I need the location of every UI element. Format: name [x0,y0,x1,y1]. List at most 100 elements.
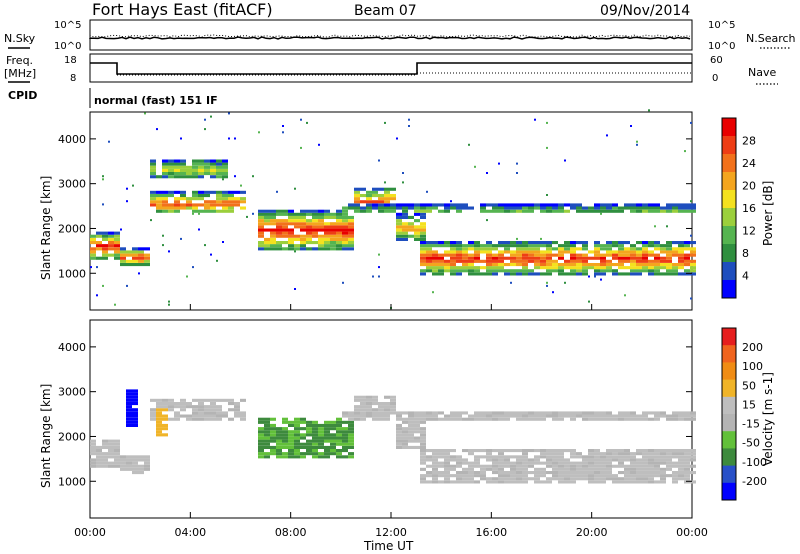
velocity-cell [426,449,432,453]
power-cell [558,256,564,260]
velocity-cell [618,458,624,462]
power-cell [672,241,678,245]
colorbar-swatch [722,136,736,155]
velocity-cell [582,474,588,478]
y-tick-label: 4000 [58,133,86,146]
power-cell [324,228,330,232]
power-cell [636,241,642,245]
velocity-cell [504,474,510,478]
velocity-cell [120,461,126,465]
velocity-cell [258,439,264,443]
velocity-cell [546,477,552,481]
power-cell [642,247,648,251]
velocity-cell [690,471,696,475]
power-cell [492,209,498,213]
power-cell [462,206,468,210]
velocity-cell [210,414,216,418]
velocity-cell [600,414,606,418]
power-cell [102,244,108,248]
colorbar-swatch [722,345,736,363]
velocity-cell [90,464,96,468]
power-cell [420,234,426,238]
power-cell [312,225,318,229]
power-cell [402,181,404,184]
power-cell [534,259,540,263]
power-cell [144,247,150,251]
velocity-cell [216,405,222,409]
velocity-cell [552,411,558,415]
velocity-cell [288,430,294,434]
power-cell [534,241,540,245]
velocity-cell [306,452,312,456]
velocity-cell [366,395,372,399]
velocity-cell [546,464,552,468]
power-cell [408,225,414,229]
velocity-cell [360,414,366,418]
velocity-cell [516,455,522,459]
beam-title: Beam 07 [354,3,417,19]
power-cell [450,266,456,270]
velocity-cell [510,414,516,418]
power-cell [408,228,414,232]
velocity-cell [660,458,666,462]
velocity-cell [498,477,504,481]
velocity-cell [162,414,168,418]
colorbar-swatch [722,448,736,467]
power-cell [276,231,282,235]
velocity-cell [462,477,468,481]
power-cell [426,263,432,267]
power-cell [690,203,696,207]
power-cell [498,241,504,245]
colorbar-frame [721,117,737,299]
power-cell [636,266,642,270]
power-cell [156,203,162,207]
velocity-cell [492,449,498,453]
velocity-cell [612,452,618,456]
power-cell [660,250,666,254]
velocity-cell [174,411,180,415]
power-cell [618,256,624,260]
power-cell [624,294,626,297]
velocity-cell [564,474,570,478]
power-cell [492,206,498,210]
velocity-cell [516,414,522,418]
power-cell [342,206,348,210]
power-cell [330,237,336,241]
power-cell [666,241,672,245]
velocity-cell [264,427,270,431]
power-cell [150,194,156,198]
velocity-cell [192,411,198,415]
power-cell [186,197,192,201]
power-cell [420,237,426,241]
velocity-cell [396,417,402,421]
nsearch-tick-bottom: 10^0 [708,41,735,52]
velocity-cell [456,414,462,418]
power-cell [258,215,264,219]
velocity-cell [264,417,270,421]
power-cell [576,266,582,270]
power-cell [552,269,558,273]
velocity-cell [360,402,366,406]
velocity-cell [594,471,600,475]
power-ylabel: Slant Range [km] [39,176,53,280]
power-cell [228,209,234,213]
power-cell [618,272,624,276]
power-cell [678,259,684,263]
velocity-cell [234,408,240,412]
power-cell [210,159,216,163]
velocity-cell [684,477,690,481]
velocity-cell [486,411,492,415]
power-cell [474,256,480,260]
velocity-cell [444,467,450,471]
power-cell [660,247,666,251]
velocity-cell [492,411,498,415]
velocity-cell [408,427,414,431]
velocity-cell [624,452,630,456]
power-cell [498,250,504,254]
power-cell [264,212,270,216]
velocity-cell [294,439,300,443]
power-cell [456,206,462,210]
velocity-cell [390,398,396,402]
power-cell [672,250,678,254]
power-cell [630,256,636,260]
